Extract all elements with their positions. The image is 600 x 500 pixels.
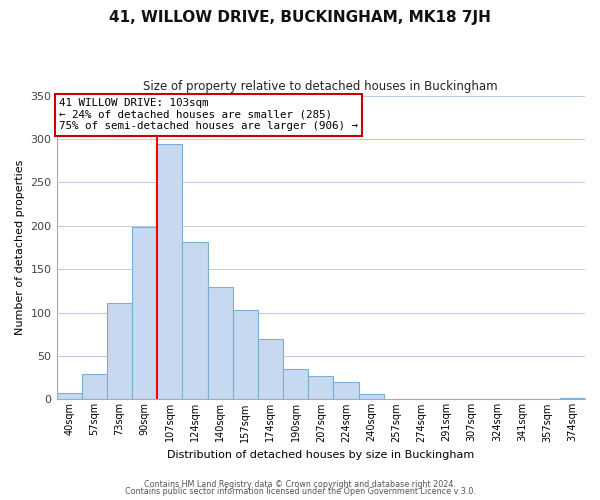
Y-axis label: Number of detached properties: Number of detached properties bbox=[15, 160, 25, 335]
Bar bbox=[233, 310, 258, 400]
Bar bbox=[56, 394, 82, 400]
Text: Contains public sector information licensed under the Open Government Licence v : Contains public sector information licen… bbox=[125, 488, 475, 496]
Bar bbox=[258, 338, 283, 400]
Bar bbox=[182, 242, 208, 400]
Text: Contains HM Land Registry data © Crown copyright and database right 2024.: Contains HM Land Registry data © Crown c… bbox=[144, 480, 456, 489]
Bar bbox=[359, 394, 383, 400]
Bar bbox=[132, 226, 157, 400]
Bar bbox=[308, 376, 334, 400]
Bar bbox=[560, 398, 585, 400]
Bar bbox=[334, 382, 359, 400]
Bar bbox=[283, 369, 308, 400]
Bar bbox=[82, 374, 107, 400]
Text: 41 WILLOW DRIVE: 103sqm
← 24% of detached houses are smaller (285)
75% of semi-d: 41 WILLOW DRIVE: 103sqm ← 24% of detache… bbox=[59, 98, 358, 132]
Bar bbox=[107, 303, 132, 400]
Text: 41, WILLOW DRIVE, BUCKINGHAM, MK18 7JH: 41, WILLOW DRIVE, BUCKINGHAM, MK18 7JH bbox=[109, 10, 491, 25]
Bar bbox=[208, 286, 233, 400]
Bar bbox=[157, 144, 182, 400]
Title: Size of property relative to detached houses in Buckingham: Size of property relative to detached ho… bbox=[143, 80, 498, 93]
X-axis label: Distribution of detached houses by size in Buckingham: Distribution of detached houses by size … bbox=[167, 450, 475, 460]
